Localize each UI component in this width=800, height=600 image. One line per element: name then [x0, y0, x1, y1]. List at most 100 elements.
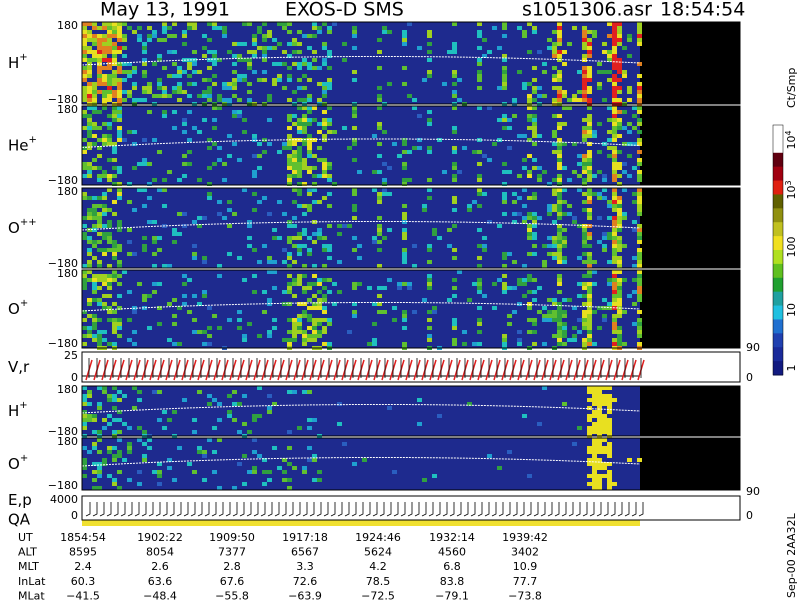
cell — [167, 418, 172, 422]
cell — [307, 314, 312, 318]
ep-mark — [204, 502, 210, 517]
cell — [527, 98, 532, 102]
colorbar-sup: 3 — [784, 180, 793, 185]
tick-bottom: 0 — [71, 509, 78, 522]
cell — [617, 310, 622, 314]
cell — [292, 90, 297, 94]
cell — [152, 178, 157, 182]
cell — [632, 166, 637, 170]
cell — [132, 330, 137, 334]
cell — [637, 34, 642, 38]
cell — [242, 78, 247, 82]
colorbar-seg — [773, 277, 783, 293]
cell — [587, 462, 592, 466]
cell — [592, 426, 597, 430]
cell — [602, 462, 607, 466]
cell — [157, 322, 162, 326]
cell — [97, 38, 102, 42]
cell — [307, 94, 312, 98]
cell — [282, 478, 287, 482]
cell — [127, 478, 132, 482]
cell — [247, 322, 252, 326]
cell — [502, 286, 507, 290]
cell — [637, 130, 642, 134]
cell — [102, 34, 107, 38]
cell — [612, 278, 617, 282]
cell — [307, 390, 312, 394]
cell — [232, 86, 237, 90]
cell — [517, 174, 522, 178]
cell — [617, 98, 622, 102]
cell — [627, 86, 632, 90]
cell — [322, 62, 327, 66]
cell — [297, 106, 302, 110]
cell — [637, 334, 642, 338]
cell — [412, 264, 417, 268]
cell — [612, 62, 617, 66]
cell — [182, 282, 187, 286]
cell — [527, 114, 532, 118]
cell — [602, 314, 607, 318]
cell — [262, 70, 267, 74]
cell — [352, 78, 357, 82]
cell — [132, 130, 137, 134]
ep-mark — [414, 502, 420, 517]
cell — [477, 34, 482, 38]
cell — [297, 282, 302, 286]
cell — [152, 282, 157, 286]
cell — [507, 314, 512, 318]
cell — [487, 454, 492, 458]
cell — [377, 294, 382, 298]
cell — [307, 446, 312, 450]
cell — [322, 318, 327, 322]
cell — [597, 438, 602, 442]
table-label: InLat — [18, 575, 46, 588]
cell — [107, 158, 112, 162]
cell — [332, 182, 337, 186]
cell — [97, 82, 102, 86]
cell — [632, 278, 637, 282]
cell — [432, 474, 437, 478]
cell — [512, 192, 517, 196]
cell — [622, 74, 627, 78]
cell — [322, 86, 327, 90]
cell — [627, 122, 632, 126]
cell — [232, 82, 237, 86]
cell — [542, 70, 547, 74]
cell — [182, 212, 187, 216]
cell — [602, 236, 607, 240]
cell — [92, 142, 97, 146]
cell — [117, 34, 122, 38]
cell — [87, 260, 92, 264]
cell — [607, 204, 612, 208]
cell — [312, 188, 317, 192]
cell — [587, 430, 592, 434]
cell — [617, 150, 622, 154]
cell — [307, 248, 312, 252]
cell — [592, 442, 597, 446]
cell — [607, 282, 612, 286]
cell — [607, 70, 612, 74]
cell — [542, 244, 547, 248]
cell — [572, 306, 577, 310]
cell — [282, 142, 287, 146]
cell — [92, 486, 97, 490]
cell — [122, 54, 127, 58]
cell — [587, 196, 592, 200]
cell — [507, 252, 512, 256]
ep-mark — [407, 502, 413, 517]
cell — [412, 98, 417, 102]
cell — [152, 470, 157, 474]
cell — [612, 34, 617, 38]
cell — [452, 90, 457, 94]
cell — [202, 450, 207, 454]
cell — [82, 216, 87, 220]
cell — [202, 34, 207, 38]
cell — [557, 196, 562, 200]
cell — [617, 62, 622, 66]
cell — [382, 236, 387, 240]
cell — [607, 22, 612, 26]
cell — [322, 122, 327, 126]
cell — [292, 188, 297, 192]
cell — [187, 310, 192, 314]
